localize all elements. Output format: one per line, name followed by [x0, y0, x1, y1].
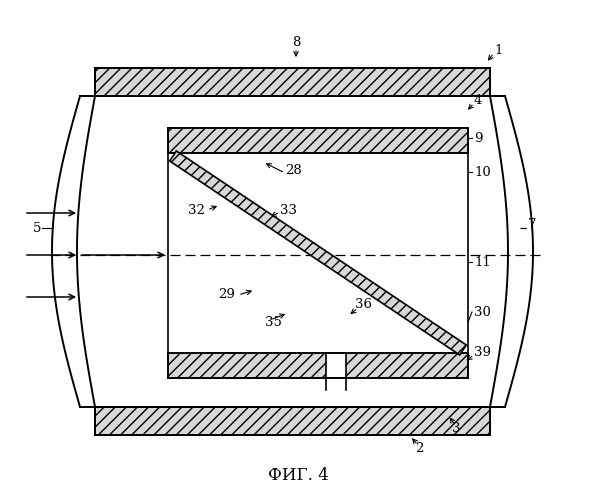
Text: 32: 32 — [188, 204, 205, 216]
Text: 2: 2 — [415, 442, 423, 454]
Text: 29: 29 — [218, 288, 235, 302]
Bar — [326, 354, 346, 377]
Text: 30: 30 — [474, 306, 491, 318]
Text: 35: 35 — [265, 316, 282, 330]
Text: 11: 11 — [474, 256, 491, 268]
Text: 28: 28 — [285, 164, 301, 176]
Bar — [168, 128, 468, 153]
Text: 10: 10 — [474, 166, 491, 178]
Text: 36: 36 — [355, 298, 372, 312]
Bar — [95, 407, 490, 435]
Text: 5: 5 — [33, 222, 41, 234]
Bar — [168, 353, 468, 378]
Text: 33: 33 — [280, 204, 297, 216]
Text: 9: 9 — [474, 132, 482, 144]
Text: 8: 8 — [292, 36, 300, 49]
Text: 7: 7 — [528, 218, 537, 232]
Text: 4: 4 — [474, 94, 482, 106]
Polygon shape — [170, 151, 466, 355]
Text: 39: 39 — [474, 346, 491, 358]
Text: ФИГ. 4: ФИГ. 4 — [267, 466, 328, 483]
Text: 1: 1 — [494, 44, 502, 57]
Text: 3: 3 — [452, 422, 460, 434]
Bar — [95, 68, 490, 96]
